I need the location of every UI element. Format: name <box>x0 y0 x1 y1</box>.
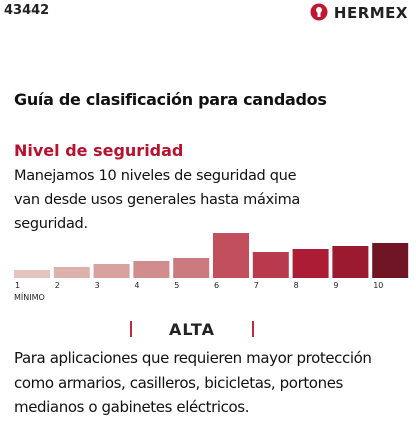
logo-icon <box>310 3 328 21</box>
level-label: 7 <box>254 281 259 290</box>
level-label: 4 <box>134 281 139 290</box>
section-heading: Nivel de seguridad <box>14 141 184 160</box>
level-bar <box>292 249 329 278</box>
level-bar <box>332 246 369 278</box>
level-bar <box>213 233 249 278</box>
level-label: 5 <box>174 281 179 290</box>
level-label: 9 <box>333 281 338 290</box>
level-label: 1 <box>15 281 20 290</box>
divider <box>252 321 254 337</box>
brand: HERMEX <box>333 4 408 22</box>
level-label: 10 <box>373 281 383 290</box>
level-bar <box>14 270 50 278</box>
rating-description: Para aplicaciones que requieren mayor pr… <box>14 349 372 416</box>
level-bar <box>173 258 210 278</box>
section-text: Manejamos 10 niveles de seguridad que va… <box>14 168 300 232</box>
product-code: 43442 <box>4 3 50 18</box>
level-bar <box>53 267 90 278</box>
level-label: 6 <box>214 281 219 290</box>
divider <box>130 321 132 337</box>
level-bar <box>93 264 130 278</box>
level-label: 3 <box>95 281 100 290</box>
level-bar <box>252 252 289 278</box>
min-label: MÍNIMO <box>14 291 45 302</box>
level-bar <box>133 261 170 278</box>
level-scale: 1 2 3 4 5 6 7 8 9 10 MÍNIMO <box>14 233 409 302</box>
level-label: 8 <box>294 281 299 290</box>
level-bar <box>372 243 409 278</box>
rating-label: ALTA <box>169 320 215 339</box>
level-label: 2 <box>55 281 60 290</box>
title: Guía de clasificación para candados <box>14 90 327 109</box>
